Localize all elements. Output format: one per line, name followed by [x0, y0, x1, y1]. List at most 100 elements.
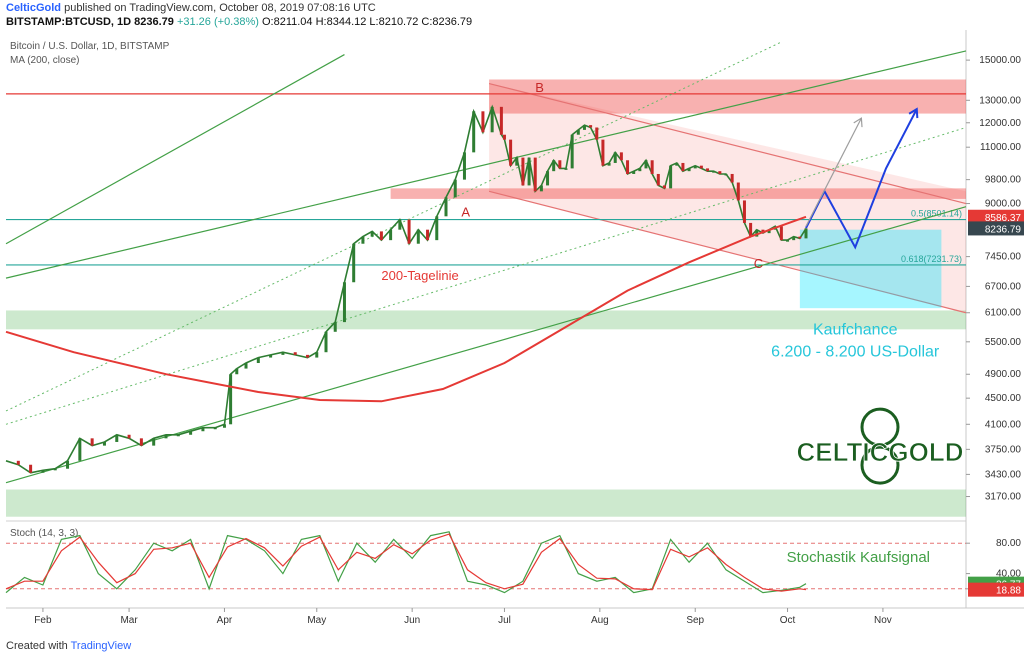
- y-tick-label: 4500.00: [985, 393, 1022, 404]
- candle: [244, 363, 248, 369]
- candle: [213, 427, 217, 430]
- projection-path: [805, 117, 862, 227]
- candle: [718, 171, 722, 174]
- candle: [462, 152, 466, 180]
- fib-label: 0.5(8501.14): [911, 209, 962, 219]
- candle: [269, 354, 273, 358]
- candle: [315, 352, 319, 358]
- stoch-value-badge: [968, 582, 1024, 597]
- x-tick-label: Aug: [591, 615, 609, 626]
- candle: [712, 171, 716, 173]
- price-change: +31.26 (+0.38%): [176, 16, 259, 28]
- candle: [481, 111, 485, 133]
- candle: [607, 162, 611, 166]
- projection-arrowhead: [908, 107, 919, 119]
- y-tick-label: 15000.00: [979, 55, 1021, 66]
- candle: [361, 236, 365, 244]
- candle: [398, 219, 402, 230]
- price-axis-badge: [968, 221, 1024, 236]
- candle: [656, 173, 660, 186]
- candle: [767, 229, 771, 234]
- candle: [798, 236, 802, 239]
- stoch-value-badge-label: 18.88: [996, 586, 1021, 597]
- candle: [742, 200, 746, 223]
- ma200-line: [5, 215, 807, 403]
- y-tick-label: 7450.00: [985, 252, 1022, 263]
- oscillator-panel[interactable]: [6, 522, 966, 608]
- candle: [515, 157, 519, 166]
- tradingview-logo-link[interactable]: TradingView: [70, 640, 132, 652]
- chart-canvas[interactable]: 0.5(8501.14) 0.618(7231.73) B A C 200-Tagelin…: [0, 30, 1024, 636]
- candle: [490, 106, 494, 133]
- candle: [127, 434, 131, 439]
- y-tick-label: 6100.00: [985, 308, 1022, 319]
- stoch-tick-label: 80.00: [996, 538, 1021, 549]
- celtic-knot-icon: [860, 445, 900, 485]
- y-tick-label: 11000.00: [980, 142, 1021, 153]
- candle: [256, 357, 260, 364]
- candle: [189, 431, 193, 435]
- candle: [779, 226, 783, 241]
- candle: [201, 427, 205, 432]
- candle: [736, 182, 740, 201]
- y-tick-label: 4100.00: [985, 419, 1022, 430]
- candle: [693, 165, 697, 169]
- y-tick-label: 3430.00: [985, 469, 1022, 480]
- wave-label: C: [754, 256, 763, 271]
- channel-upper-line: [488, 82, 967, 205]
- fib-label: 0.618(7231.73): [901, 254, 962, 264]
- candle: [352, 243, 356, 283]
- candle: [426, 229, 430, 241]
- projection-path: [805, 108, 918, 250]
- symbol-name: BITSTAMP:BTCUSD, 1D: [6, 16, 132, 28]
- wave-label: A: [461, 204, 470, 219]
- candle: [435, 216, 439, 241]
- x-tick-label: Jun: [404, 615, 420, 626]
- candle: [502, 134, 506, 140]
- candle: [601, 139, 605, 166]
- candle: [306, 354, 310, 358]
- candle: [687, 168, 691, 172]
- candle: [222, 424, 226, 428]
- candle: [681, 162, 685, 172]
- channel-lower-line: [488, 190, 967, 314]
- y-tick-label: 13000.00: [979, 95, 1021, 106]
- candle: [41, 470, 45, 473]
- candle: [662, 185, 666, 189]
- candle: [669, 165, 673, 189]
- downtrend-channel: [489, 83, 966, 313]
- candle: [499, 106, 503, 135]
- ma-legend: MA (200, close): [10, 55, 79, 66]
- last-price: 8236.79: [134, 16, 174, 28]
- x-tick-label: Oct: [780, 615, 796, 626]
- y-tick-label: 3170.00: [985, 492, 1022, 503]
- x-tick-label: Jul: [498, 615, 511, 626]
- zone-band: [6, 310, 966, 330]
- publish-info: CelticGold published on TradingView.com,…: [6, 2, 376, 14]
- candle: [786, 240, 790, 242]
- candle: [90, 438, 94, 446]
- celticgold-logo: CELTICGOLD: [796, 437, 963, 467]
- candle: [333, 322, 337, 332]
- candle: [453, 179, 457, 198]
- candle: [164, 434, 168, 439]
- x-tick-label: Apr: [217, 615, 233, 626]
- candle: [564, 168, 568, 170]
- candle: [342, 282, 346, 323]
- publish-text: published on TradingView.com, October 08…: [64, 2, 376, 14]
- publisher-link[interactable]: CelticGold: [6, 2, 62, 14]
- candle: [539, 185, 543, 192]
- candle: [552, 160, 556, 172]
- candle: [619, 152, 623, 161]
- ma-annotation: 200-Tagelinie: [381, 268, 458, 283]
- candle: [749, 222, 753, 237]
- stoch-annotation: Stochastik Kaufsignal: [787, 549, 930, 566]
- x-tick-label: Mar: [120, 615, 138, 626]
- candle: [576, 129, 580, 135]
- stoch-tick-label: 40.00: [996, 569, 1021, 580]
- created-with-label: Created with: [6, 640, 68, 652]
- wave-label: B: [535, 80, 544, 95]
- candle: [558, 160, 562, 169]
- candle: [370, 231, 374, 237]
- y-tick-label: 3750.00: [985, 444, 1022, 455]
